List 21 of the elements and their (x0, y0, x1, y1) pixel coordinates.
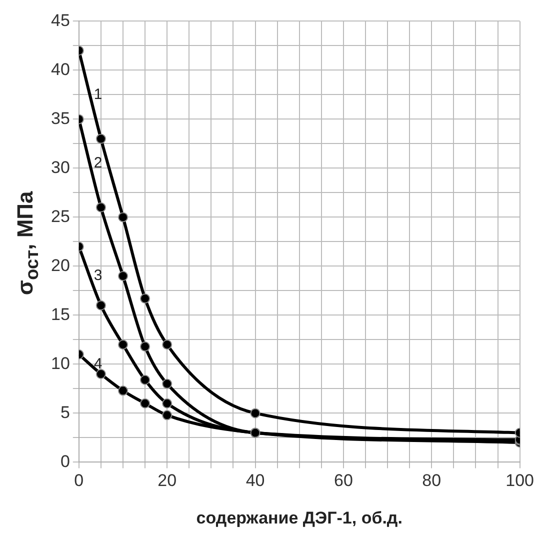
series-label: 1 (94, 86, 102, 103)
y-tick-label: 5 (60, 402, 70, 422)
y-tick-label: 35 (50, 108, 70, 128)
y-tick-label: 10 (50, 354, 70, 373)
y-tick-label: 45 (50, 10, 70, 30)
x-tick-label: 0 (74, 471, 84, 490)
y-tick-label: 0 (60, 452, 70, 471)
y-tick-label: 25 (50, 206, 70, 226)
y-tick-label: 40 (50, 60, 70, 79)
y-tick-label: 20 (50, 256, 70, 275)
y-tick-label: 30 (50, 158, 70, 177)
x-tick-label: 80 (422, 471, 442, 490)
x-tick-label: 60 (334, 471, 353, 490)
x-tick-label: 100 (506, 471, 534, 490)
x-tick-label: 20 (158, 471, 177, 490)
series-label: 4 (94, 355, 102, 372)
y-tick-label: 15 (50, 304, 70, 324)
x-tick-label: 40 (246, 471, 265, 490)
series-label: 3 (94, 267, 102, 284)
series-label: 2 (94, 154, 102, 172)
x-axis-title: содержание ДЭГ-1, об.д. (196, 508, 402, 528)
